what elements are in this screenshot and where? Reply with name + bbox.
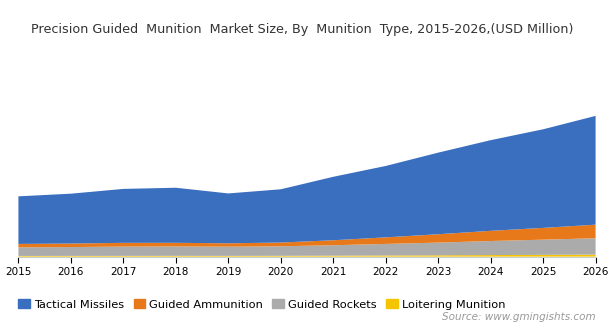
Legend: Tactical Missiles, Guided Ammunition, Guided Rockets, Loitering Munition: Tactical Missiles, Guided Ammunition, Gu… <box>18 299 505 310</box>
Text: Source: www.gmingishts.com: Source: www.gmingishts.com <box>442 313 596 322</box>
Text: Precision Guided  Munition  Market Size, By  Munition  Type, 2015-2026,(USD Mill: Precision Guided Munition Market Size, B… <box>31 23 573 36</box>
